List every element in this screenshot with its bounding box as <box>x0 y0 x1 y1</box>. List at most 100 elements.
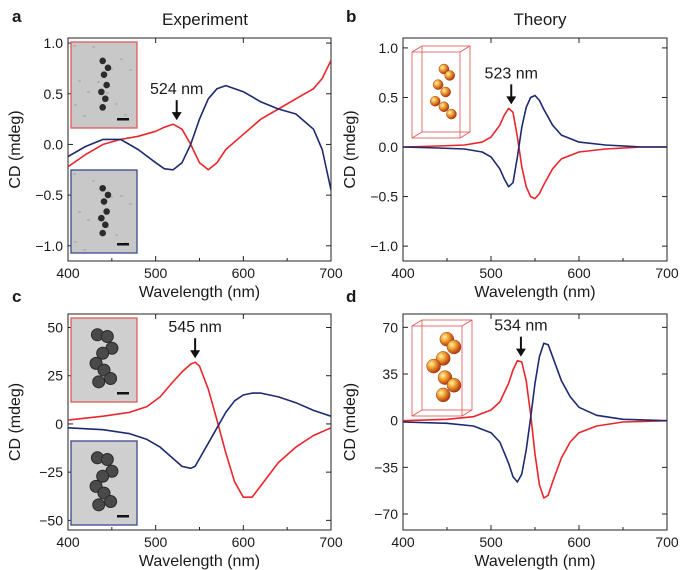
gold-sphere <box>444 70 455 81</box>
x-tick-label: 500 <box>144 265 168 281</box>
y-tick-label: −70 <box>374 506 398 522</box>
sem-inset-red <box>70 317 138 403</box>
nanoparticle <box>102 221 109 229</box>
box-edge <box>411 319 423 327</box>
y-axis-label: CD (mdeg) <box>7 383 24 461</box>
box-edge <box>461 319 473 327</box>
gold-sphere <box>436 351 451 366</box>
noise-speck <box>92 46 95 48</box>
y-tick-label: 25 <box>47 368 63 384</box>
annotation-arrowhead <box>515 348 526 357</box>
panel-label: d <box>346 287 356 306</box>
gold-sphere <box>432 79 444 90</box>
noise-speck <box>83 249 86 251</box>
sem-inset-blue-frame <box>70 169 138 254</box>
nanoparticle <box>104 371 118 385</box>
y-tick-label: −25 <box>39 464 63 480</box>
noise-speck <box>106 92 109 94</box>
gold-sphere <box>446 378 462 393</box>
noise-speck <box>115 234 118 236</box>
noise-speck <box>110 196 113 198</box>
nanoparticle <box>104 191 112 199</box>
x-axis-label: Wavelength (nm) <box>474 284 595 301</box>
nanoparticle <box>100 71 108 78</box>
noise-speck <box>110 68 113 70</box>
series-line-red <box>68 361 331 498</box>
nanoparticle <box>100 452 114 466</box>
y-tick-label: −35 <box>374 459 398 475</box>
y-tick-label: 70 <box>382 319 398 335</box>
box-edge <box>459 45 471 53</box>
box-edge <box>411 131 423 139</box>
y-tick-label: −1.0 <box>370 238 398 254</box>
noise-speck <box>78 80 81 82</box>
series-line-blue <box>68 392 331 470</box>
y-tick-label: 0 <box>390 413 398 429</box>
x-tick-label: 700 <box>319 534 343 550</box>
box-back <box>421 45 471 133</box>
noise-speck <box>87 219 90 221</box>
x-tick-label: 400 <box>56 534 80 550</box>
x-tick-label: 600 <box>232 534 256 550</box>
nanoparticle <box>99 229 106 237</box>
x-tick-label: 400 <box>391 265 415 281</box>
noise-speck <box>73 45 76 47</box>
scale-bar <box>117 118 129 121</box>
series-line-red <box>403 359 667 499</box>
nanoparticle <box>103 81 110 89</box>
nanoparticle <box>103 208 110 215</box>
nanoparticle <box>98 88 105 96</box>
nanoparticle <box>96 346 110 360</box>
y-tick-label: 1.0 <box>44 35 64 51</box>
series-line-blue <box>403 94 667 188</box>
scale-bar <box>117 515 129 518</box>
annotation-label: 524 nm <box>150 81 203 98</box>
x-axis-label: Wavelength (nm) <box>139 553 260 570</box>
annotation-arrowhead <box>506 96 517 105</box>
noise-speck <box>97 81 100 83</box>
panel-label: b <box>346 7 356 26</box>
y-tick-label: 35 <box>382 366 398 382</box>
nanoparticle <box>92 375 106 389</box>
noise-speck <box>87 91 90 93</box>
gold-sphere <box>430 95 441 107</box>
y-axis-label: CD (mdeg) <box>7 110 24 188</box>
x-tick-label: 600 <box>567 265 591 281</box>
noise-speck <box>74 104 77 106</box>
sem-inset-blue <box>70 169 138 254</box>
x-tick-label: 600 <box>232 265 256 281</box>
y-tick-label: 0.0 <box>44 136 64 152</box>
scale-bar <box>117 392 129 395</box>
scale-bar <box>117 243 129 246</box>
panel-label: c <box>12 287 21 306</box>
x-tick-label: 500 <box>479 265 503 281</box>
nanoparticle <box>99 57 106 65</box>
noise-speck <box>74 241 77 243</box>
sem-inset-red-frame <box>70 317 138 403</box>
gold-sphere <box>446 108 457 120</box>
nanoparticle <box>92 498 106 512</box>
panel-b: b 400 500 600 700 −1.0 −0.5 0.0 0.5 1.0 Wavelength… <box>342 7 679 301</box>
x-tick-label: 400 <box>56 265 80 281</box>
noise-speck <box>92 180 95 182</box>
noise-speck <box>129 203 132 205</box>
sem-inset-red <box>70 41 138 129</box>
box-edge <box>459 131 471 139</box>
x-tick-label: 400 <box>391 534 415 550</box>
annotation-arrowhead <box>171 112 182 121</box>
noise-speck <box>115 103 118 105</box>
box-edge <box>411 409 423 417</box>
series-line-blue <box>68 84 331 191</box>
annotation-label: 545 nm <box>168 319 221 336</box>
panel-c: c 400 500 600 700 −50 −25 0 25 50 Wavelength (nm) C… <box>7 287 343 570</box>
y-tick-label: 0 <box>55 416 63 432</box>
gold-sphere <box>436 387 451 403</box>
gold-sphere <box>446 339 462 355</box>
y-tick-label: −0.5 <box>35 187 63 203</box>
gold-sphere <box>440 86 451 98</box>
box-front <box>411 51 461 139</box>
nanoparticle <box>100 329 114 343</box>
y-tick-label: 0.0 <box>379 139 399 155</box>
x-tick-label: 700 <box>655 265 679 281</box>
sem-inset-blue <box>70 440 138 526</box>
